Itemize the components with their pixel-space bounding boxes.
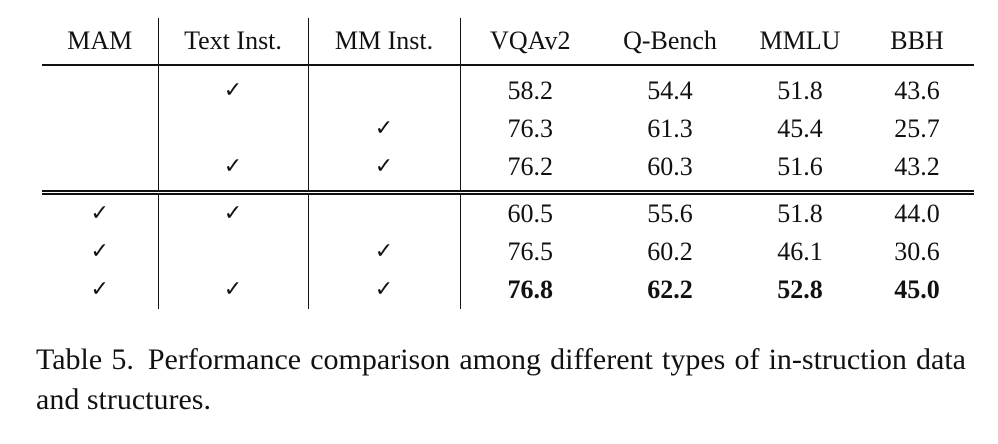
table-row-best: ✓ ✓ ✓ 76.8 62.2 52.8 45.0 (42, 271, 974, 309)
caption-text: Performance comparison among different t… (36, 343, 966, 416)
cell-bbh: 30.6 (894, 237, 940, 266)
cell-text-inst (158, 110, 309, 148)
cell-text-inst: ✓ (158, 271, 309, 309)
cell-vqav2: 60.5 (460, 190, 600, 233)
cell-text-inst: ✓ (158, 65, 309, 110)
cell-qbench: 60.3 (647, 152, 693, 181)
table-row: ✓ 76.3 61.3 45.4 25.7 (42, 110, 974, 148)
header-bbh: BBH (890, 26, 944, 55)
cell-mam (42, 65, 159, 110)
table-row: ✓ ✓ 60.5 55.6 51.8 44.0 (42, 190, 974, 233)
table-caption: Table 5. Performance comparison among dif… (36, 340, 966, 420)
cell-text-inst: ✓ (158, 190, 309, 233)
cell-mm-inst (308, 65, 461, 110)
cell-bbh: 43.2 (894, 152, 940, 181)
cell-mam (42, 110, 159, 148)
cell-bbh: 45.0 (894, 275, 940, 304)
cell-mm-inst: ✓ (308, 233, 461, 271)
cell-bbh: 44.0 (860, 190, 974, 233)
cell-qbench: 55.6 (600, 190, 740, 233)
cell-vqav2: 76.8 (507, 275, 554, 304)
header-mmlu: MMLU (759, 26, 841, 55)
cell-vqav2: 58.2 (507, 76, 554, 105)
cell-mmlu: 52.8 (777, 275, 823, 304)
cell-bbh: 25.7 (894, 114, 940, 143)
cell-mmlu: 51.6 (777, 152, 823, 181)
cell-vqav2: 76.3 (507, 114, 554, 143)
header-mam: MAM (42, 18, 159, 65)
cell-text-inst (158, 233, 309, 271)
cell-mm-inst (308, 190, 461, 233)
cell-mam: ✓ (42, 190, 159, 233)
cell-mam: ✓ (42, 271, 159, 309)
cell-mam (42, 148, 159, 193)
cell-qbench: 60.2 (647, 237, 693, 266)
results-table: MAM Text Inst. MM Inst. VQAv2 Q-Bench MM… (42, 18, 974, 309)
cell-vqav2: 76.2 (507, 152, 554, 181)
cell-mam: ✓ (42, 233, 159, 271)
cell-text-inst: ✓ (158, 148, 309, 193)
results-table-container: MAM Text Inst. MM Inst. VQAv2 Q-Bench MM… (42, 18, 974, 309)
table-row: ✓ ✓ 76.2 60.3 51.6 43.2 (42, 148, 974, 193)
table-row: ✓ 58.2 54.4 51.8 43.6 (42, 65, 974, 110)
header-text-inst: Text Inst. (158, 18, 309, 65)
header-mm-inst: MM Inst. (308, 18, 461, 65)
caption-label: Table 5. (36, 343, 134, 376)
cell-mmlu: 45.4 (777, 114, 823, 143)
cell-mm-inst: ✓ (308, 271, 461, 309)
cell-mm-inst: ✓ (308, 110, 461, 148)
cell-mmlu: 51.8 (777, 76, 823, 105)
cell-mm-inst: ✓ (308, 148, 461, 193)
header-row: MAM Text Inst. MM Inst. VQAv2 Q-Bench MM… (42, 18, 974, 65)
cell-mmlu: 46.1 (777, 237, 823, 266)
cell-qbench: 62.2 (647, 275, 693, 304)
table-row: ✓ ✓ 76.5 60.2 46.1 30.6 (42, 233, 974, 271)
cell-mmlu: 51.8 (740, 190, 860, 233)
header-vqav2: VQAv2 (490, 26, 571, 55)
cell-bbh: 43.6 (894, 76, 940, 105)
header-qbench: Q-Bench (623, 26, 717, 55)
cell-qbench: 61.3 (647, 114, 693, 143)
cell-qbench: 54.4 (647, 76, 693, 105)
cell-vqav2: 76.5 (507, 237, 554, 266)
